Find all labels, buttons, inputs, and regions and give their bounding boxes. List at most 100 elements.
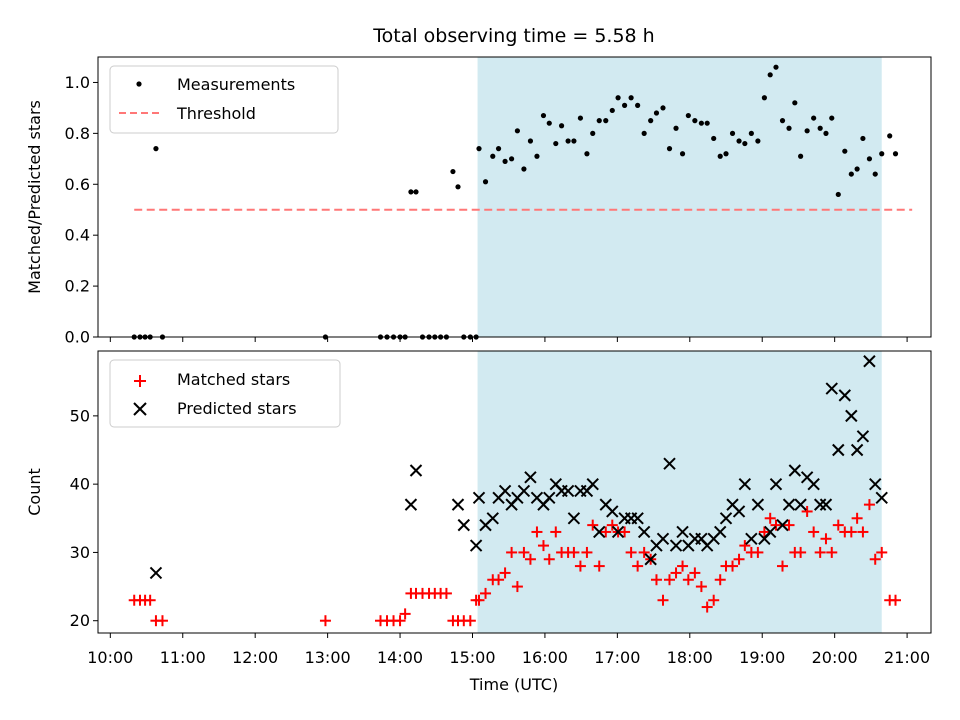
- predicted-star-point: [561, 484, 575, 498]
- matched-star-point: [511, 581, 523, 593]
- predicted-star-point: [409, 464, 423, 477]
- measurement-point: [413, 189, 419, 195]
- measurement-point: [786, 125, 792, 131]
- measurement-point: [660, 105, 666, 111]
- predicted-star-point: [469, 539, 483, 552]
- measurement-point: [860, 135, 866, 142]
- matched-star-point: [708, 594, 720, 606]
- measurement-point: [571, 138, 577, 144]
- legend-matched-marker: [134, 375, 146, 387]
- matched-star-point: [606, 519, 618, 531]
- measurement-point: [842, 148, 848, 154]
- matched-star-point: [593, 560, 605, 572]
- measurement-point: [653, 110, 660, 116]
- measurement-point: [153, 146, 159, 152]
- matched-star-point: [473, 594, 485, 606]
- chart-title: Total observing time = 5.58 h: [372, 25, 654, 47]
- matched-star-point: [682, 574, 694, 586]
- count-highlight-span: [477, 351, 882, 633]
- measurement-point: [590, 130, 596, 136]
- matched-star-point: [727, 560, 739, 572]
- measurement-point: [635, 102, 641, 108]
- measurement-point: [848, 171, 854, 177]
- matched-star-point: [820, 533, 832, 545]
- predicted-star-point: [524, 471, 537, 484]
- measurement-point: [729, 130, 736, 136]
- measurement-point: [514, 128, 520, 134]
- measurement-point: [804, 128, 810, 134]
- measurement-point: [596, 118, 602, 124]
- x-tick-label: 15:00: [449, 648, 495, 667]
- measurement-point: [767, 72, 773, 78]
- matched-star-point: [714, 574, 726, 586]
- measurement-point: [553, 140, 559, 147]
- matched-star-point: [851, 512, 863, 524]
- predicted-star-point: [869, 477, 882, 491]
- ratio-highlight-span: [477, 57, 882, 337]
- matched-star-point: [664, 574, 676, 586]
- predicted-star-point: [825, 382, 838, 395]
- matched-star-point: [493, 574, 505, 586]
- matched-star-point: [695, 581, 707, 593]
- measurement-point: [615, 95, 621, 101]
- measurement-point: [521, 166, 527, 172]
- count-plot-frame: [97, 350, 932, 634]
- predicted-star-point: [875, 491, 888, 505]
- matched-star-point: [581, 546, 593, 558]
- predicted-star-point: [763, 525, 777, 539]
- measurement-point: [879, 151, 885, 157]
- measurement-point: [622, 102, 628, 108]
- predicted-star-point: [782, 498, 796, 511]
- measurement-point: [887, 133, 893, 139]
- measurement-point: [698, 120, 704, 126]
- predicted-star-point: [838, 389, 852, 402]
- matched-star-point: [156, 615, 168, 627]
- measurement-point: [773, 64, 779, 70]
- x-tick-label: 21:00: [884, 648, 930, 667]
- measurement-point: [502, 158, 508, 164]
- matched-star-point: [869, 553, 881, 565]
- count-x-ticks: 10:00 11:00 12:00 13:00 14:00 15:00 16:00 17:00…: [87, 633, 930, 667]
- predicted-star-point: [543, 491, 556, 505]
- measurement-point: [742, 140, 748, 147]
- matched-star-point: [832, 519, 844, 531]
- predicted-star-point: [637, 525, 651, 539]
- predicted-star-point: [769, 477, 783, 491]
- measurement-point: [546, 120, 552, 126]
- measurement-point: [509, 156, 515, 162]
- matched-star-point: [550, 526, 562, 538]
- measurement-point: [455, 184, 461, 190]
- predicted-star-point: [813, 498, 827, 511]
- measurement-point: [408, 189, 414, 195]
- matched-star-point: [814, 546, 826, 558]
- count-y-tick-label: 50: [70, 406, 90, 425]
- measurement-point: [540, 112, 547, 119]
- predicted-star-point: [732, 505, 746, 518]
- matched-star-point: [650, 574, 662, 586]
- predicted-star-point: [593, 525, 606, 539]
- matched-star-point: [777, 560, 789, 572]
- x-tick-label: 18:00: [667, 648, 713, 667]
- matched-star-point: [752, 546, 764, 558]
- x-tick-label: 16:00: [522, 648, 568, 667]
- legend-measurements-label: Measurements: [177, 75, 295, 94]
- measurement-point: [679, 151, 686, 157]
- legend-matched-label: Matched stars: [177, 370, 290, 389]
- predicted-star-point: [794, 498, 807, 511]
- count-y-tick-label: 20: [70, 611, 90, 630]
- ratio-panel: 0.0 0.2 0.4 0.6 0.8 1.0 Matched/Predicted sta…: [25, 56, 932, 347]
- count-legend: Matched stars Predicted stars: [109, 359, 341, 428]
- matched-star-point: [758, 526, 770, 538]
- matched-star-point: [440, 587, 452, 599]
- x-tick-label: 11:00: [160, 648, 206, 667]
- predicted-star-point: [863, 355, 876, 368]
- ratio-y-tick-label: 1.0: [65, 73, 90, 92]
- matched-star-point: [857, 526, 869, 538]
- ratio-plot-frame: [97, 56, 932, 338]
- ratio-y-axis-label: Matched/Predicted stars: [25, 100, 44, 294]
- ratio-y-ticks: 0.0 0.2 0.4 0.6 0.8 1.0: [65, 73, 98, 347]
- matched-star-point: [537, 540, 549, 552]
- predicted-star-point: [676, 525, 689, 539]
- predicted-star-point: [850, 443, 864, 457]
- predicted-star-point: [644, 553, 657, 566]
